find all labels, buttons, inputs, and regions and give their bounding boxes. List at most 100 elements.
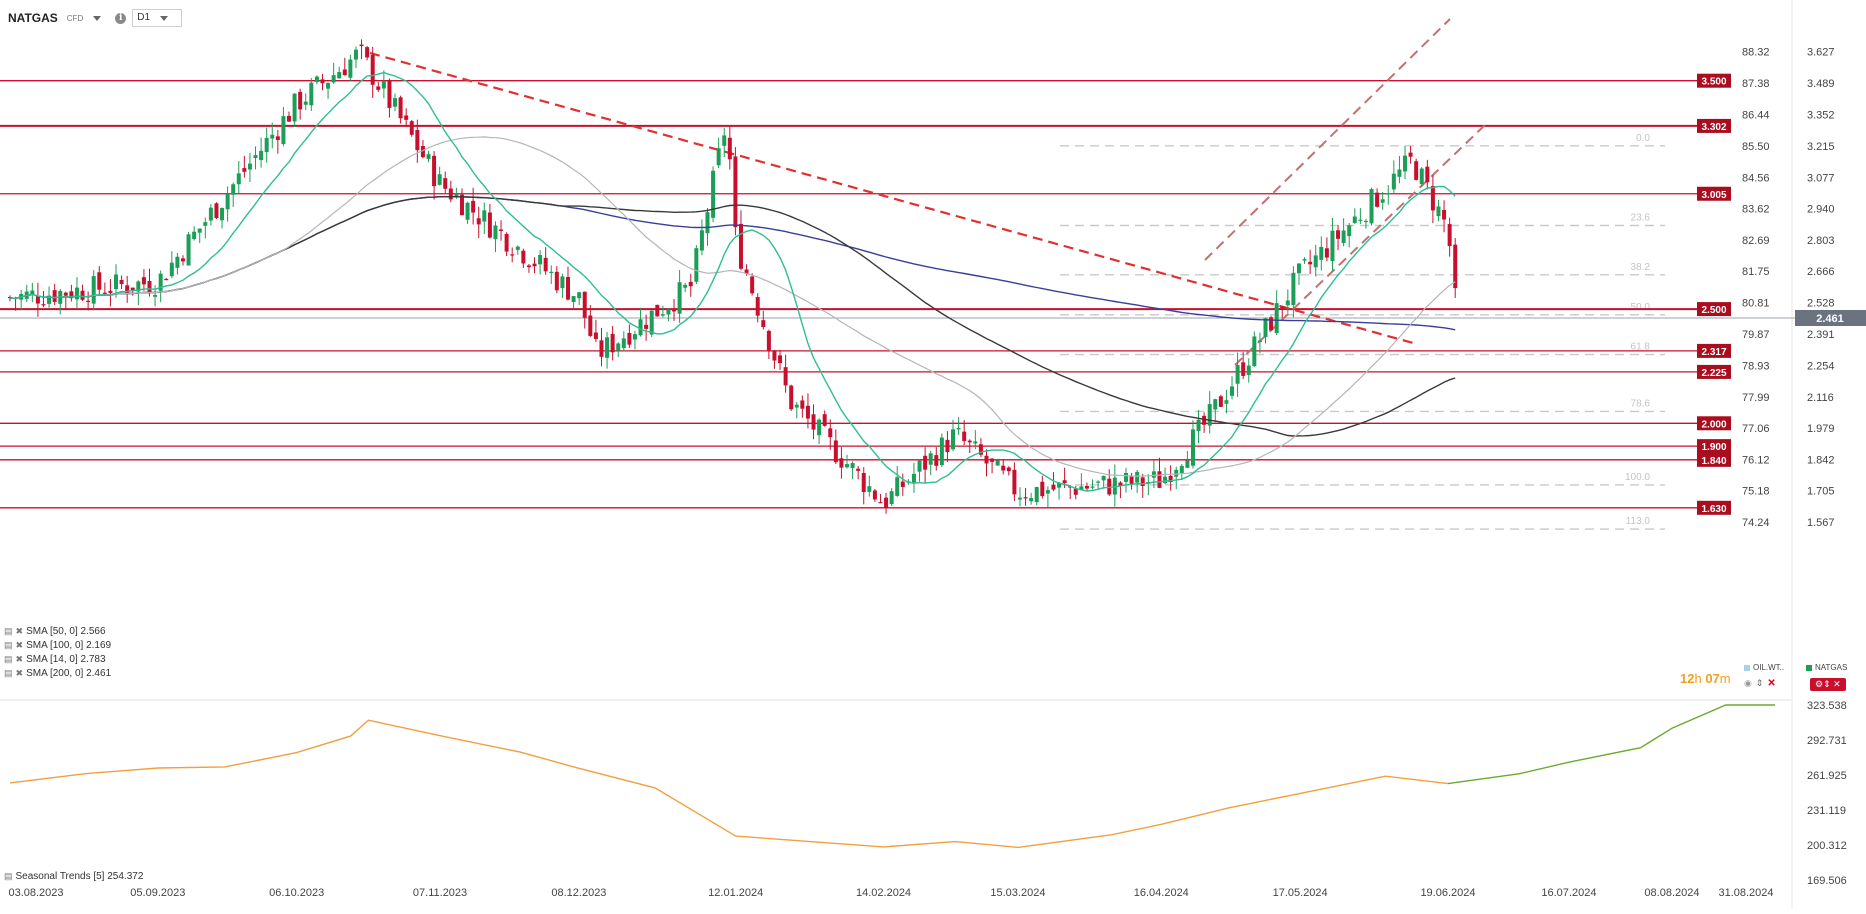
candle-body bbox=[1017, 497, 1022, 500]
chart-toolbar: NATGAS CFD i D1 bbox=[8, 8, 183, 28]
right-price-tick: 3.627 bbox=[1807, 47, 1835, 59]
candle-body bbox=[247, 163, 252, 170]
candle-body bbox=[8, 296, 12, 299]
candle-body bbox=[711, 170, 716, 218]
sort-icon[interactable]: ⇕ bbox=[1755, 678, 1764, 688]
legend-item-sma14[interactable]: ▤ ✖ SMA [14, 0] 2.783 bbox=[4, 652, 111, 666]
candle-body bbox=[398, 97, 403, 119]
level-tag bbox=[1697, 500, 1731, 515]
settings-icon[interactable]: ⚙⇕ ✕ bbox=[1810, 678, 1846, 691]
fib-level-label: 61.8 bbox=[1631, 342, 1651, 353]
list-icon[interactable]: ▤ bbox=[4, 653, 13, 664]
close-icon[interactable]: ✖ bbox=[15, 653, 24, 664]
candle-body bbox=[694, 248, 699, 282]
candle-body bbox=[1274, 303, 1279, 334]
candle-body bbox=[783, 367, 788, 386]
date-tick-label: 06.10.2023 bbox=[269, 887, 324, 899]
left-price-tick: 79.87 bbox=[1742, 329, 1770, 341]
candle-body bbox=[448, 188, 453, 200]
indicator-legend: ▤ ✖ SMA [50, 0] 2.566 ▤ ✖ SMA [100, 0] 2… bbox=[4, 624, 111, 680]
symbol-dropdown-icon[interactable] bbox=[93, 15, 102, 21]
date-tick-label: 05.09.2023 bbox=[130, 887, 185, 899]
close-icon[interactable]: ✖ bbox=[15, 639, 24, 650]
left-price-tick: 74.24 bbox=[1742, 517, 1770, 529]
legend-item-sma100[interactable]: ▤ ✖ SMA [100, 0] 2.169 bbox=[4, 638, 111, 652]
timeframe-select[interactable]: D1 bbox=[132, 9, 183, 27]
candle-body bbox=[900, 481, 905, 488]
candle-body bbox=[1235, 365, 1240, 384]
info-icon[interactable]: i bbox=[115, 12, 127, 24]
candle-body bbox=[476, 218, 481, 225]
list-icon[interactable]: ▤ bbox=[4, 871, 13, 881]
date-tick-label: 15.03.2024 bbox=[990, 887, 1045, 899]
level-tag bbox=[1697, 118, 1731, 133]
fib-level-label: 0.0 bbox=[1636, 133, 1650, 144]
candle-body bbox=[1336, 230, 1341, 239]
candle-body bbox=[705, 212, 710, 234]
candle-body bbox=[1291, 272, 1296, 306]
mini-instrument-oil[interactable]: OIL.WT.. bbox=[1744, 663, 1784, 672]
candle-body bbox=[588, 315, 593, 336]
list-icon[interactable]: ▤ bbox=[4, 667, 13, 678]
candle-body bbox=[1363, 220, 1368, 223]
candle-body bbox=[443, 178, 448, 189]
eye-icon[interactable]: ◉ bbox=[1744, 678, 1752, 688]
candle-body bbox=[1001, 465, 1006, 471]
candle-body bbox=[415, 129, 420, 151]
candle-body bbox=[911, 473, 916, 483]
candle-body bbox=[220, 207, 225, 221]
candle-body bbox=[348, 59, 353, 78]
candle-body bbox=[1308, 261, 1313, 265]
candle-body bbox=[967, 440, 972, 443]
candle-body bbox=[1414, 161, 1419, 180]
candle-countdown: 12h 07m bbox=[1680, 671, 1731, 686]
candle-body bbox=[426, 154, 431, 159]
mini-instrument-natgas[interactable]: NATGAS bbox=[1806, 663, 1847, 672]
left-price-tick: 82.69 bbox=[1742, 235, 1770, 247]
candle-body bbox=[878, 502, 883, 504]
seasonal-legend-label: Seasonal Trends [5] 254.372 bbox=[15, 871, 144, 882]
candle-body bbox=[236, 173, 241, 185]
candle-body bbox=[41, 304, 46, 306]
candle-body bbox=[744, 269, 749, 274]
date-tick-label: 12.01.2024 bbox=[708, 887, 763, 899]
close-icon[interactable]: ✕ bbox=[1767, 678, 1776, 689]
symbol-name[interactable]: NATGAS bbox=[8, 11, 58, 25]
candle-body bbox=[549, 271, 554, 273]
candle-body bbox=[984, 455, 989, 464]
legend-item-sma50[interactable]: ▤ ✖ SMA [50, 0] 2.566 bbox=[4, 624, 111, 638]
close-icon[interactable]: ✖ bbox=[15, 667, 24, 678]
candle-body bbox=[292, 93, 297, 122]
candle-body bbox=[521, 250, 526, 264]
candle-body bbox=[1124, 472, 1128, 482]
timer-m-unit: m bbox=[1719, 671, 1731, 686]
right-price-tick: 2.254 bbox=[1807, 360, 1835, 372]
candle-body bbox=[1358, 219, 1363, 221]
candle-body bbox=[1453, 244, 1458, 289]
candle-body bbox=[186, 234, 191, 266]
candle-body bbox=[1073, 488, 1078, 495]
candle-body bbox=[203, 222, 208, 226]
seasonal-legend[interactable]: ▤ Seasonal Trends [5] 254.372 bbox=[4, 871, 143, 882]
candle-body bbox=[939, 437, 944, 466]
legend-item-sma200[interactable]: ▤ ✖ SMA [200, 0] 2.461 bbox=[4, 666, 111, 680]
candle-body bbox=[192, 231, 197, 240]
right-price-tick: 3.352 bbox=[1807, 109, 1835, 121]
candle-body bbox=[1118, 482, 1123, 486]
candle-body bbox=[1330, 230, 1335, 262]
date-tick-label: 14.02.2024 bbox=[856, 887, 911, 899]
seasonal-axis-tick: 323.538 bbox=[1807, 700, 1847, 712]
mini-instrument-label: NATGAS bbox=[1815, 663, 1848, 672]
list-icon[interactable]: ▤ bbox=[4, 625, 13, 636]
close-icon[interactable]: ✖ bbox=[15, 625, 24, 636]
list-icon[interactable]: ▤ bbox=[4, 639, 13, 650]
candle-body bbox=[370, 54, 375, 85]
candle-body bbox=[1285, 300, 1290, 306]
candle-body bbox=[772, 350, 777, 361]
candle-body bbox=[1146, 482, 1151, 484]
level-tag bbox=[1697, 186, 1731, 201]
candle-body bbox=[225, 193, 230, 210]
candle-body bbox=[1263, 318, 1268, 338]
